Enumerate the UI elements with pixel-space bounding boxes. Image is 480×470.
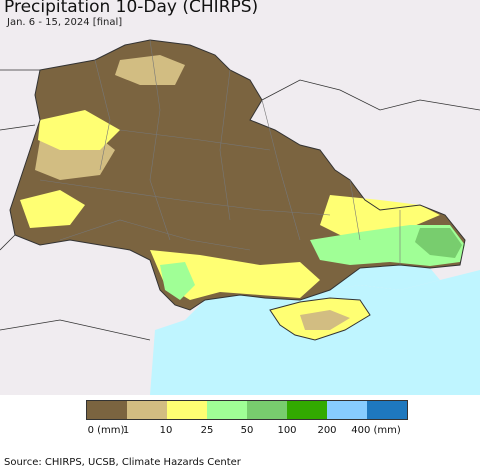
legend-label-1: 1: [122, 425, 130, 436]
green-odesa: [160, 262, 195, 300]
light-patch-north: [115, 55, 185, 85]
legend-swatch-6: [327, 401, 367, 419]
legend-swatch-3: [207, 401, 247, 419]
green-southeast-core: [415, 228, 462, 258]
legend-label-4: 50: [240, 425, 254, 436]
precipitation-map: [0, 0, 480, 395]
legend-label-2: 10: [159, 425, 173, 436]
legend-colorbar: [86, 400, 408, 420]
crimea-border: [269, 297, 371, 341]
legend-labels: 0 (mm) 1 10 25 50 100 200 400 (mm): [0, 425, 480, 439]
legend-swatch-5: [287, 401, 327, 419]
yellow-southwest: [20, 190, 85, 228]
yellow-northwest: [38, 110, 120, 150]
legend-label-0: 0 (mm): [87, 425, 125, 436]
legend-swatch-4: [247, 401, 287, 419]
neighbor-border-2: [261, 79, 480, 111]
page-title: Precipitation 10-Day (CHIRPS): [4, 0, 259, 17]
legend-label-5: 100: [277, 425, 297, 436]
legend-swatch-0: [87, 401, 127, 419]
legend-label-7: 400 (mm): [351, 425, 401, 436]
legend-label-3: 25: [200, 425, 214, 436]
source-credit: Source: CHIRPS, UCSB, Climate Hazards Ce…: [4, 457, 241, 468]
national-border: [9, 39, 466, 311]
neighbor-border-1: [0, 69, 151, 341]
legend-swatch-1: [127, 401, 167, 419]
legend-swatch-2: [167, 401, 207, 419]
legend-swatch-7: [367, 401, 407, 419]
crimea-dry: [300, 310, 350, 330]
oblast-lines: [39, 39, 401, 265]
date-range: Jan. 6 - 15, 2024 [final]: [7, 17, 123, 28]
sea-of-azov: [330, 265, 440, 290]
legend-label-6: 200: [317, 425, 337, 436]
